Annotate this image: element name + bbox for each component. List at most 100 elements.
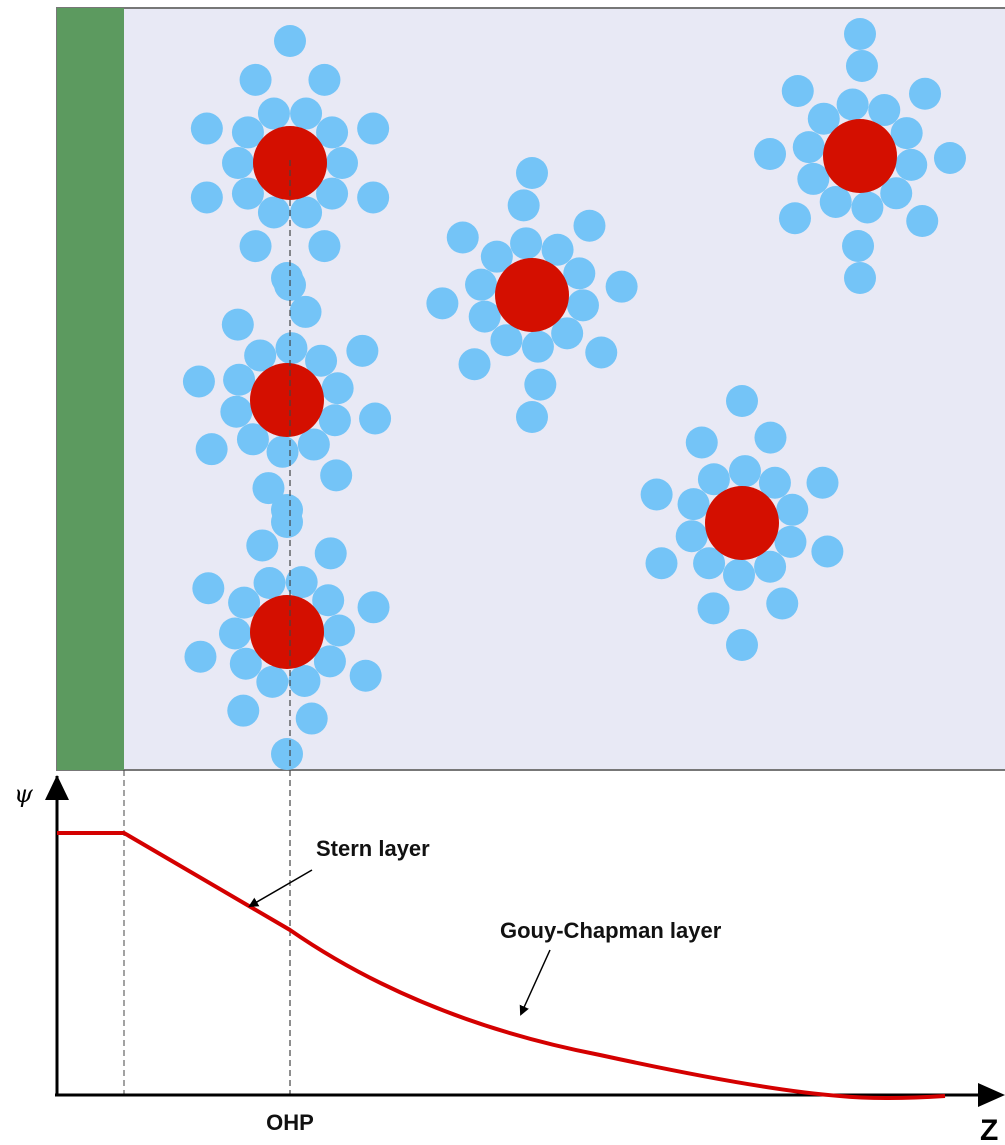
water-molecule: [844, 18, 876, 50]
water-molecule: [267, 436, 299, 468]
water-molecule: [774, 526, 806, 558]
water-molecule: [776, 494, 808, 526]
water-molecule: [766, 588, 798, 620]
water-molecule: [811, 535, 843, 567]
ion: [823, 119, 897, 193]
water-molecule: [222, 309, 254, 341]
water-molecule: [906, 205, 938, 237]
water-molecule: [296, 703, 328, 735]
water-molecule: [807, 467, 839, 499]
water-molecule: [567, 289, 599, 321]
water-molecule: [222, 147, 254, 179]
stern-label: Stern layer: [316, 836, 430, 861]
water-molecule: [288, 665, 320, 697]
water-molecule: [319, 404, 351, 436]
x-arrow: [978, 1083, 1005, 1107]
water-molecule: [254, 567, 286, 599]
water-molecule: [191, 181, 223, 213]
water-molecule: [678, 488, 710, 520]
gouy-label: Gouy-Chapman layer: [500, 918, 722, 943]
water-molecule: [459, 348, 491, 380]
water-molecule: [645, 547, 677, 579]
water-molecule: [895, 149, 927, 181]
water-molecule: [522, 331, 554, 363]
water-molecule: [891, 117, 923, 149]
water-molecule: [256, 666, 288, 698]
water-molecule: [516, 401, 548, 433]
water-molecule: [258, 98, 290, 130]
ion: [495, 258, 569, 332]
water-molecule: [323, 615, 355, 647]
water-molecule: [726, 629, 758, 661]
water-molecule: [563, 257, 595, 289]
water-molecule: [868, 94, 900, 126]
water-molecule: [726, 385, 758, 417]
water-molecule: [290, 296, 322, 328]
diagram: ψ Stern layer Gouy-Chapman layer OHP Z: [0, 0, 1005, 1145]
water-molecule: [698, 592, 730, 624]
water-molecule: [223, 364, 255, 396]
water-molecule: [246, 529, 278, 561]
water-molecule: [844, 262, 876, 294]
water-molecule: [793, 131, 825, 163]
ion: [250, 363, 324, 437]
water-molecule: [227, 695, 259, 727]
water-molecule: [779, 202, 811, 234]
water-molecule: [191, 113, 223, 145]
water-molecule: [508, 189, 540, 221]
water-molecule: [290, 98, 322, 130]
psi-label: ψ: [14, 780, 34, 808]
water-molecule: [754, 138, 786, 170]
water-molecule: [516, 157, 548, 189]
water-molecule: [573, 210, 605, 242]
water-molecule: [308, 230, 340, 262]
water-molecule: [315, 537, 347, 569]
water-molecule: [357, 181, 389, 213]
water-molecule: [240, 64, 272, 96]
water-molecule: [469, 301, 501, 333]
water-molecule: [465, 269, 497, 301]
page: ψ Stern layer Gouy-Chapman layer OHP Z (…: [0, 0, 1005, 1145]
water-molecule: [686, 426, 718, 458]
water-molecule: [842, 230, 874, 262]
water-molecule: [271, 494, 303, 526]
water-molecule: [797, 163, 829, 195]
water-molecule: [240, 230, 272, 262]
water-molecule: [909, 78, 941, 110]
water-molecule: [641, 479, 673, 511]
water-molecule: [219, 617, 251, 649]
water-molecule: [782, 75, 814, 107]
ion: [705, 486, 779, 560]
water-molecule: [676, 520, 708, 552]
water-molecule: [350, 660, 382, 692]
water-molecule: [820, 186, 852, 218]
ion: [250, 595, 324, 669]
water-molecule: [271, 262, 303, 294]
gouy-arrow: [521, 950, 550, 1014]
potential-curve: [57, 833, 945, 1098]
water-molecule: [846, 50, 878, 82]
water-molecule: [754, 422, 786, 454]
water-molecule: [723, 559, 755, 591]
ohp-label: OHP: [266, 1110, 314, 1135]
water-molecule: [585, 336, 617, 368]
water-molecule: [426, 287, 458, 319]
water-molecule: [184, 641, 216, 673]
water-molecule: [934, 142, 966, 174]
water-molecule: [346, 335, 378, 367]
water-molecule: [320, 459, 352, 491]
water-molecule: [271, 738, 303, 770]
z-label: Z: [980, 1114, 998, 1145]
water-molecule: [192, 572, 224, 604]
electrode: [57, 8, 124, 770]
y-arrow: [45, 775, 69, 800]
water-molecule: [258, 196, 290, 228]
water-molecule: [275, 332, 307, 364]
stern-arrow: [250, 870, 312, 906]
water-molecule: [290, 196, 322, 228]
water-molecule: [510, 227, 542, 259]
water-molecule: [183, 365, 215, 397]
water-molecule: [837, 89, 869, 121]
water-molecule: [359, 403, 391, 435]
water-molecule: [447, 222, 479, 254]
